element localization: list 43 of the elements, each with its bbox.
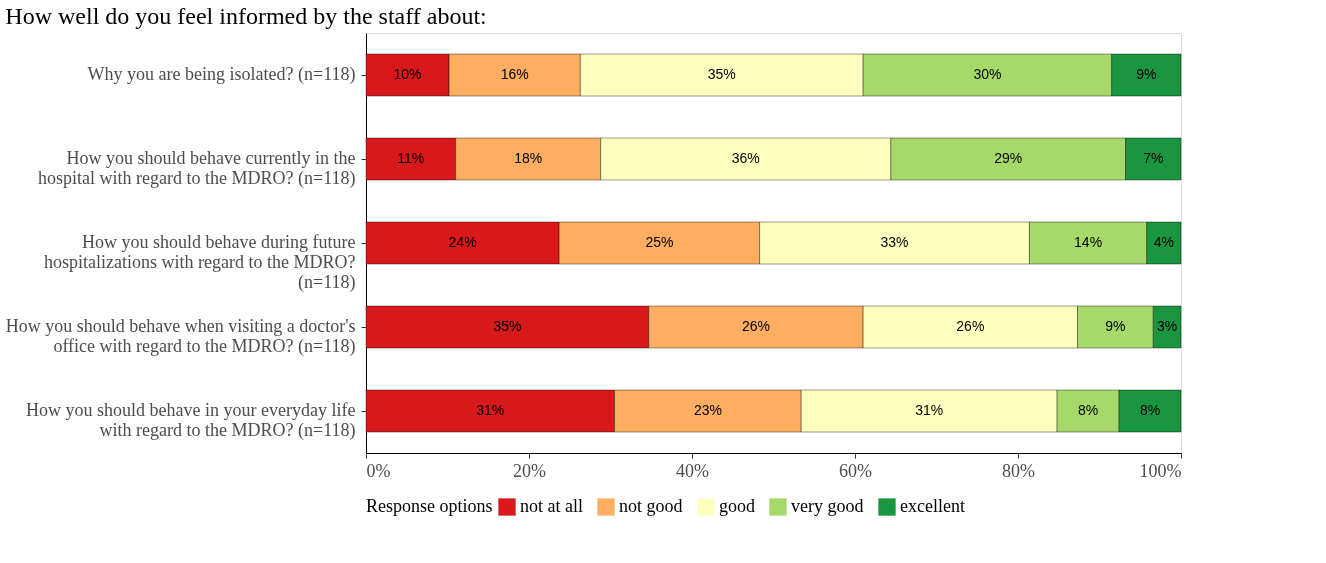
data-label: 33% [880, 234, 909, 250]
data-label: 25% [645, 234, 674, 250]
data-label: 11% [397, 150, 425, 166]
data-label: 8% [1139, 402, 1161, 418]
legend-title: Response options [366, 496, 493, 516]
data-label: 36% [731, 150, 760, 166]
data-label: 35% [707, 66, 736, 82]
x-tick-label: 80% [1002, 460, 1035, 481]
x-tick-label: 0% [366, 460, 391, 481]
data-label: 14% [1074, 234, 1103, 250]
data-label: 18% [514, 150, 543, 166]
legend-label: not at all [520, 496, 583, 516]
data-label: 35% [493, 318, 522, 334]
x-tick-label: 40% [676, 460, 709, 481]
legend-label: not good [619, 496, 683, 516]
data-label: 3% [1157, 318, 1178, 334]
y-tick-label: How you should behave currently in the hospital with regard to the MDRO? (n=118) [38, 148, 356, 189]
chart-title: How well do you feel informed by the staff about: [5, 3, 487, 29]
y-tick-label: How you should behave during future hospitalizations with regard to the MDRO? (n=118) [44, 232, 356, 293]
data-label: 4% [1153, 234, 1174, 250]
legend-label: good [719, 496, 755, 516]
y-tick-label: How you should behave when visiting a doctor's office with regard to the MDRO? (n=118) [5, 316, 356, 357]
data-label: 8% [1077, 402, 1099, 418]
data-label: 7% [1143, 150, 1164, 166]
legend-label: excellent [900, 496, 965, 516]
y-tick-label: How you should behave in your everyday life with regard to the MDRO? (n=118) [26, 400, 356, 441]
data-label: 9% [1105, 318, 1126, 334]
x-tick-label: 60% [839, 460, 872, 481]
data-label: 31% [476, 402, 505, 418]
data-label: 16% [500, 66, 529, 82]
data-label: 30% [973, 66, 1002, 82]
data-label: 9% [1136, 66, 1157, 82]
legend-label: very good [791, 496, 864, 516]
data-label: 31% [915, 402, 944, 418]
x-tick-label: 100% [1139, 460, 1182, 481]
data-label: 24% [448, 234, 477, 250]
data-label: 23% [693, 402, 722, 418]
data-label: 29% [994, 150, 1023, 166]
x-tick-label: 20% [513, 460, 546, 481]
data-label: 26% [741, 318, 770, 334]
data-label: 10% [393, 66, 422, 82]
y-tick-label: Why you are being isolated? (n=118) [87, 64, 356, 85]
data-label: 26% [956, 318, 985, 334]
